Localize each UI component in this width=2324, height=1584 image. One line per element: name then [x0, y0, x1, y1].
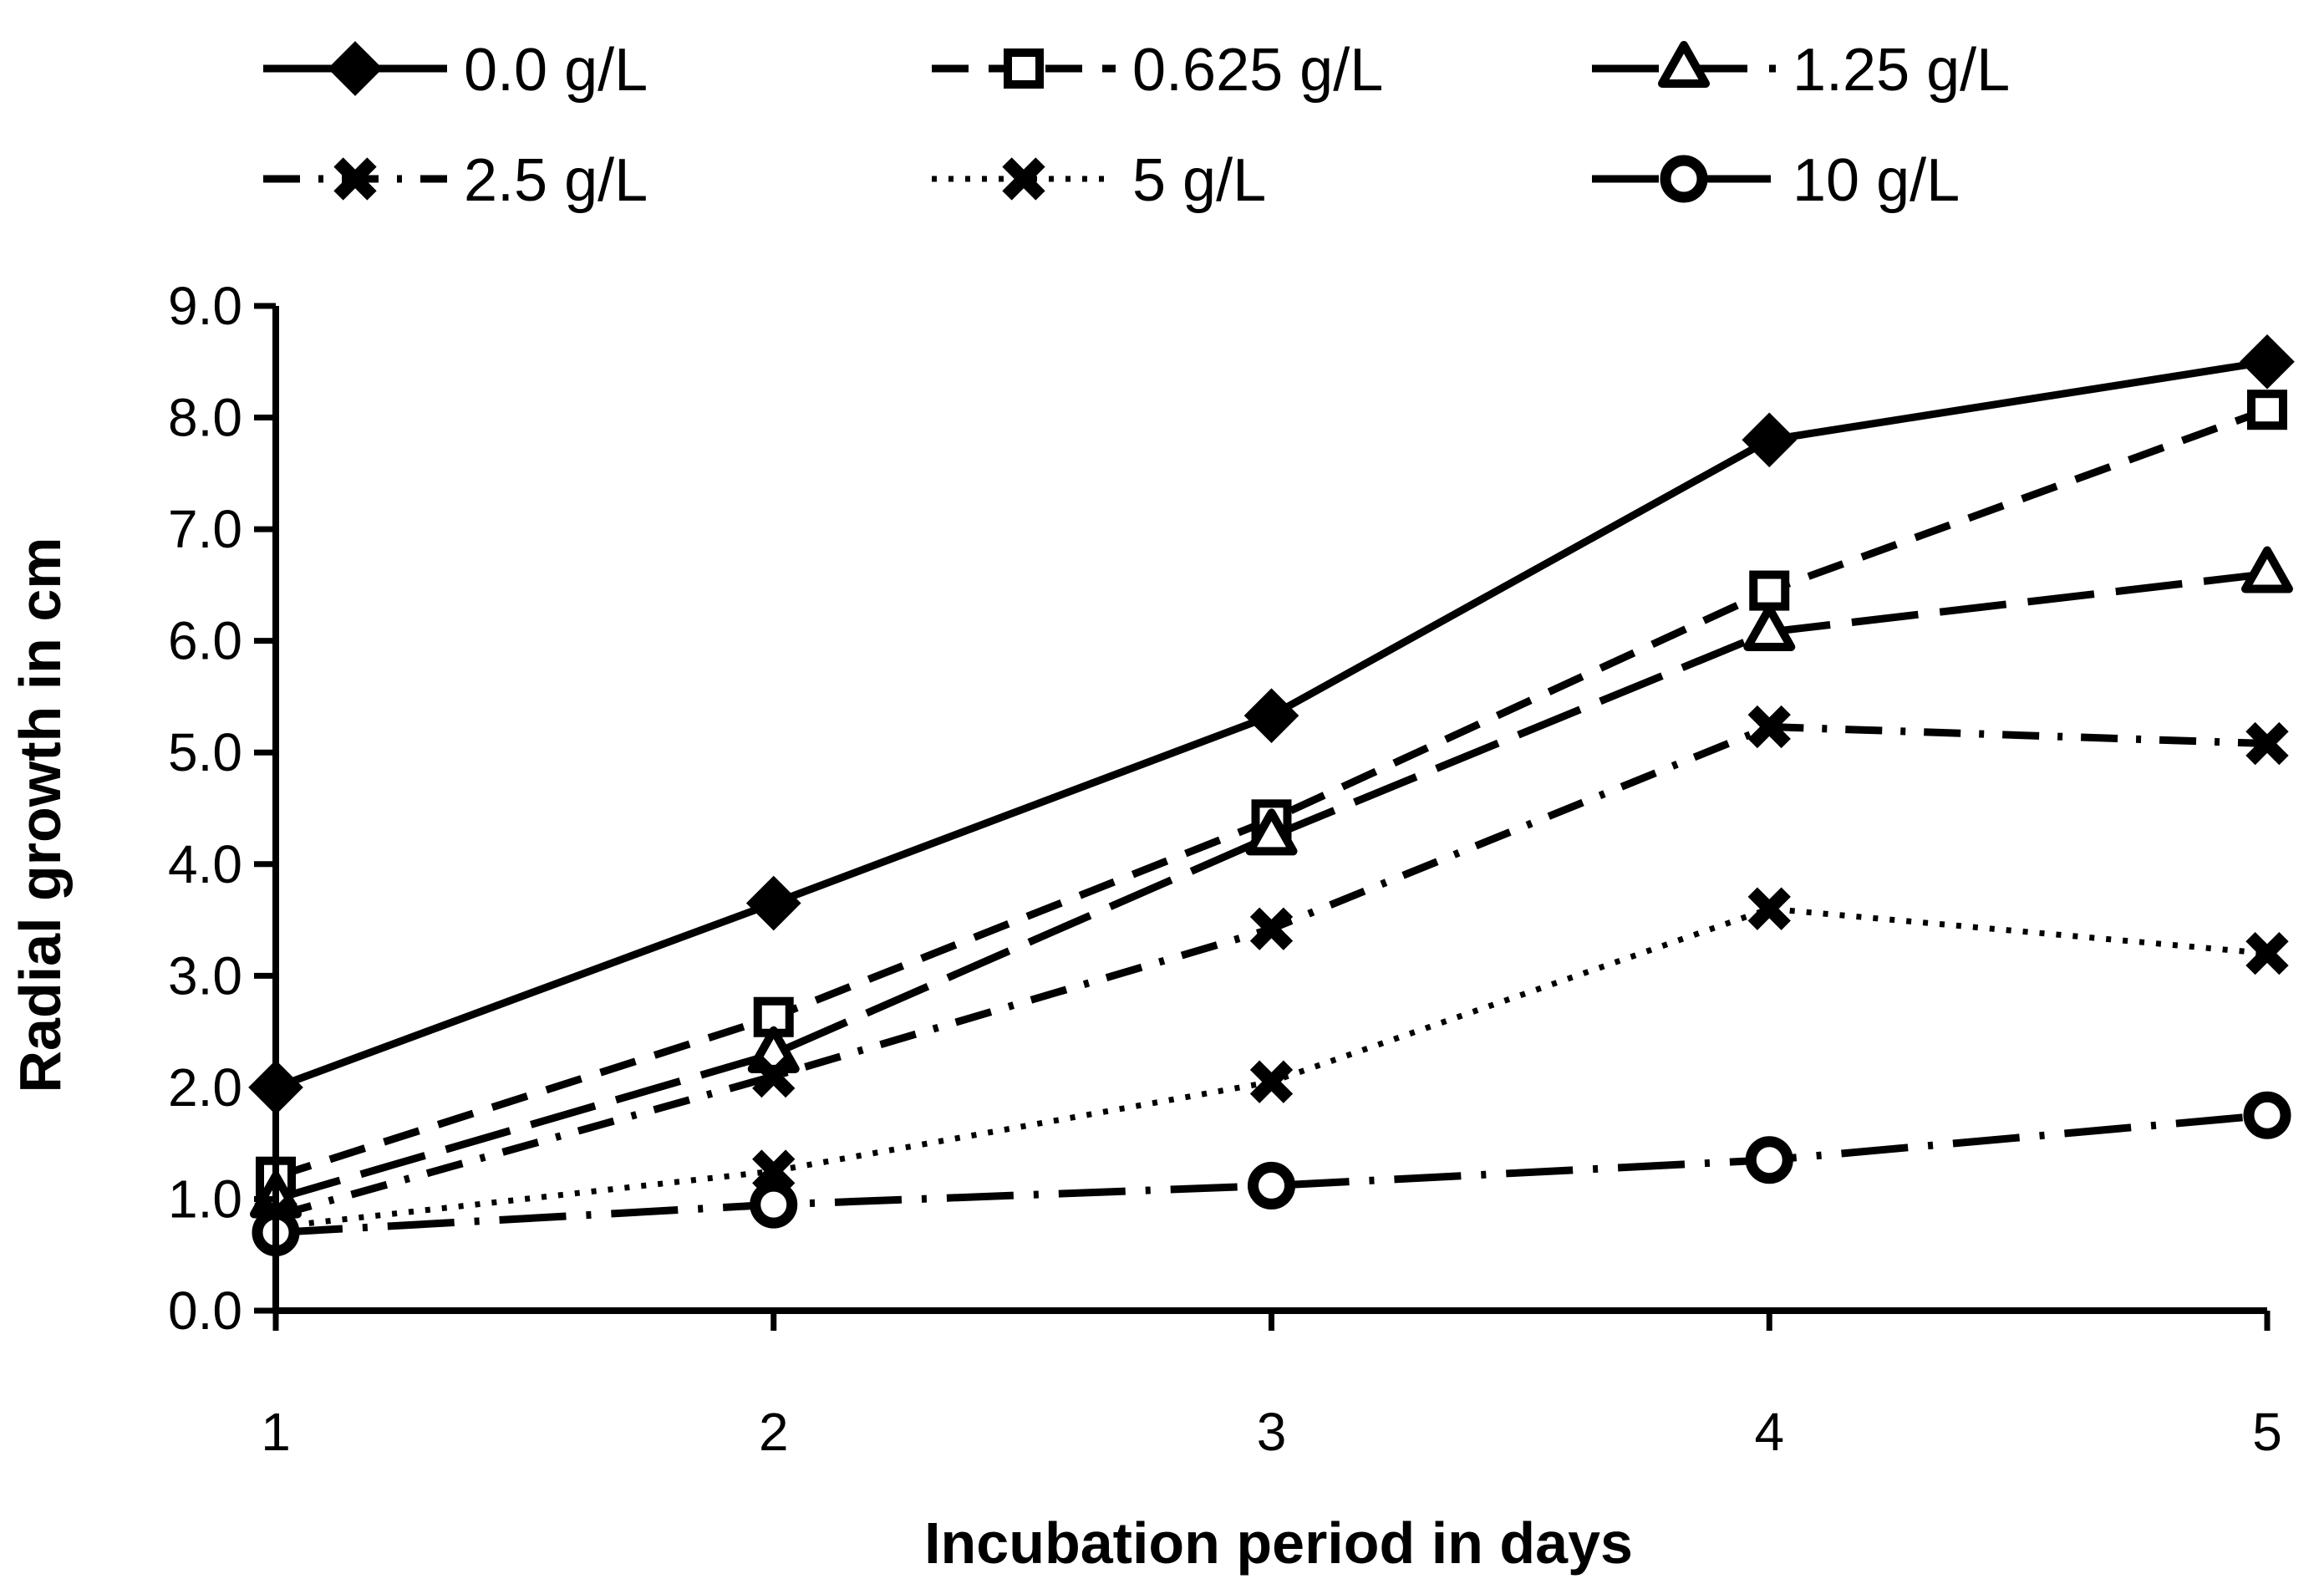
legend-marker [328, 41, 383, 96]
data-point [2247, 390, 2287, 430]
legend-marker [1002, 157, 1045, 201]
data-point [752, 1149, 796, 1193]
data-point [2245, 931, 2289, 975]
y-tick-label: 1.0 [168, 1169, 242, 1229]
legend-marker [1004, 48, 1044, 89]
legend-item: 10 g/L [1592, 147, 1960, 214]
y-tick-label: 5.0 [168, 722, 242, 782]
legend: 0.0 g/L 0.625 g/L 1.25 g/L 2.5 g/L 5 g/L 10 g… [263, 37, 2010, 214]
y-tick-label: 9.0 [168, 276, 242, 336]
legend-marker [1658, 41, 1710, 88]
data-point [1749, 570, 1790, 611]
legend-label: 0.625 g/L [1132, 37, 1383, 104]
axes: 0.0 1.0 2.0 3.0 4.0 5.0 6.0 7.0 8.0 9.0 1 2 3 4 5 [168, 276, 2282, 1462]
y-tick-label: 0.0 [168, 1281, 242, 1341]
data-point-stroke-b [2245, 931, 2289, 975]
series-5 [254, 887, 2289, 1249]
data-point-stroke-b [752, 1054, 796, 1098]
series-3 [250, 546, 2293, 1219]
data-point-stroke-b [2245, 721, 2289, 766]
x-tick-label: 3 [1257, 1402, 1287, 1462]
x-tick-label: 2 [759, 1402, 789, 1462]
data-point [745, 875, 801, 931]
data-point [2243, 1091, 2291, 1139]
x-tick-label: 5 [2252, 1402, 2282, 1462]
series-1 [248, 334, 2295, 1115]
legend-item: 0.625 g/L [932, 37, 1383, 104]
legend-label: 10 g/L [1793, 147, 1960, 214]
data-point [1243, 688, 1299, 743]
data-point [1743, 604, 1796, 651]
legend-item: 5 g/L [932, 147, 1266, 214]
data-point [1747, 705, 1791, 749]
y-tick-label: 6.0 [168, 611, 242, 671]
series-4 [254, 705, 2289, 1238]
legend-marker-stroke-b [333, 157, 377, 201]
x-axis-title: Incubation period in days [924, 1510, 1633, 1576]
data-point [1249, 907, 1294, 950]
y-tick-label: 7.0 [168, 499, 242, 559]
legend-item: 1.25 g/L [1592, 37, 2010, 104]
data-point [1249, 1060, 1294, 1103]
data-point-stroke-b [1249, 907, 1294, 950]
data-point [2245, 721, 2289, 766]
legend-marker [333, 157, 377, 201]
x-tick-label: 1 [261, 1402, 291, 1462]
data-point-stroke-b [1747, 887, 1791, 930]
data-point [1248, 1161, 1295, 1210]
y-tick-label: 4.0 [168, 834, 242, 894]
y-tick-label: 8.0 [168, 388, 242, 448]
legend-label: 5 g/L [1132, 147, 1266, 214]
legend-label: 1.25 g/L [1793, 37, 2010, 104]
legend-marker-stroke-b [1002, 157, 1045, 201]
legend-item: 0.0 g/L [263, 37, 648, 104]
data-point [752, 1054, 796, 1098]
legend-marker [1660, 155, 1708, 203]
plot-series [248, 334, 2295, 1257]
x-tick-label: 4 [1754, 1402, 1784, 1462]
series-line [274, 570, 2268, 1203]
data-point [750, 1180, 798, 1229]
data-point [2241, 546, 2293, 593]
legend-label: 2.5 g/L [464, 147, 648, 214]
data-point [2240, 334, 2295, 390]
series-line [274, 405, 2269, 1181]
y-tick-label: 2.0 [168, 1057, 242, 1118]
data-point [1245, 808, 1298, 856]
data-point [1745, 1136, 1793, 1184]
data-point [1742, 412, 1798, 468]
data-point [1747, 887, 1791, 930]
series-6 [252, 1091, 2291, 1257]
data-point-stroke-b [752, 1149, 796, 1193]
data-point-stroke-b [1249, 1060, 1294, 1103]
y-tick-label: 3.0 [168, 945, 242, 1006]
y-axis-title: Radial growth in cm [8, 537, 73, 1093]
legend-label: 0.0 g/L [464, 37, 648, 104]
data-point-stroke-b [1747, 705, 1791, 749]
legend-item: 2.5 g/L [263, 147, 648, 214]
